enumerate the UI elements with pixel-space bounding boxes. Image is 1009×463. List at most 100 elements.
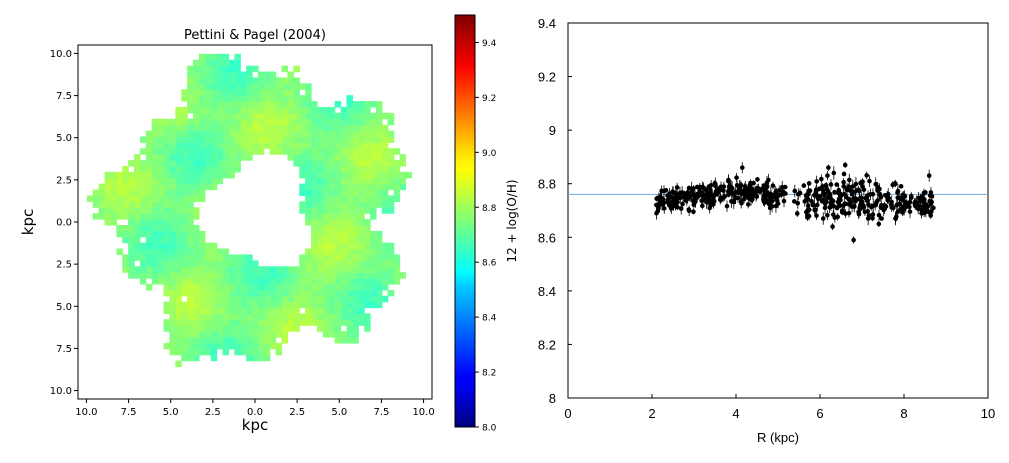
scatter-point — [772, 192, 777, 198]
scatter-point — [831, 170, 837, 176]
map-cell — [216, 331, 224, 338]
colorbar-tick-label: 8.2 — [482, 369, 496, 379]
map-cell — [257, 354, 265, 362]
map-cell — [305, 254, 312, 261]
map-cell — [234, 148, 241, 155]
map-cell — [299, 260, 306, 267]
map-cell — [128, 201, 135, 208]
map-cell — [257, 313, 265, 320]
scatter-point — [820, 184, 825, 189]
map-cell — [216, 148, 224, 155]
scatter-point — [766, 177, 771, 183]
map-cell — [193, 325, 200, 332]
map-cell — [204, 319, 212, 326]
map-cell — [269, 295, 277, 303]
map-cell — [98, 213, 106, 220]
map-cell — [358, 260, 365, 267]
map-cell — [169, 313, 176, 320]
scatter-point — [734, 175, 739, 180]
map-cell — [181, 337, 188, 344]
map-cell — [281, 124, 289, 132]
map-cell — [275, 142, 283, 149]
map-cell — [198, 112, 206, 120]
map-cell — [299, 278, 306, 285]
map-cell — [169, 242, 176, 250]
map-cell — [187, 272, 194, 279]
map-cell — [210, 112, 218, 120]
map-cell — [234, 118, 241, 126]
map-cell — [352, 142, 359, 149]
map-cell — [299, 301, 306, 309]
map-cell — [92, 201, 100, 208]
map-cell — [257, 331, 265, 338]
scatter-point — [805, 196, 811, 202]
map-cell — [228, 171, 235, 179]
map-y-tick-label: 10.0 — [50, 49, 72, 60]
map-cell — [311, 183, 318, 191]
map-cell — [181, 283, 188, 291]
scatter-point — [828, 182, 834, 187]
map-cell — [157, 272, 165, 279]
map-cell — [175, 130, 182, 138]
map-cell — [352, 272, 359, 279]
map-cell — [222, 254, 230, 261]
map-cell — [257, 130, 265, 138]
map-cell — [252, 101, 259, 108]
map-cell — [252, 95, 259, 102]
map-cell — [375, 165, 383, 173]
map-cell — [193, 313, 200, 320]
map-cell — [187, 160, 194, 167]
map-cell — [234, 337, 241, 344]
map-cell — [169, 160, 176, 167]
map-cell — [234, 295, 241, 303]
map-cell — [334, 195, 342, 202]
map-cell — [157, 195, 165, 202]
map-cell — [216, 325, 224, 332]
map-cell — [175, 230, 182, 238]
map-cell — [252, 354, 259, 362]
map-cell — [240, 313, 247, 320]
map-cell — [322, 301, 330, 309]
map-cell — [381, 183, 389, 191]
map-cell — [234, 325, 241, 332]
map-cell — [193, 207, 200, 214]
scatter-point — [815, 196, 821, 202]
map-cell — [134, 201, 141, 208]
map-cell — [358, 106, 365, 114]
map-cell — [281, 142, 289, 149]
scatter-point — [923, 209, 929, 214]
scatter-point — [825, 212, 830, 218]
map-cell — [346, 301, 353, 309]
map-cell — [364, 325, 371, 332]
scatter-point — [841, 184, 847, 189]
scatter-point — [792, 188, 798, 194]
map-cell — [216, 124, 224, 132]
map-cell — [169, 142, 176, 149]
map-cell — [169, 254, 176, 261]
map-cell — [263, 342, 271, 350]
map-cell — [257, 89, 265, 96]
map-cell — [228, 301, 235, 309]
map-cell — [375, 301, 383, 309]
map-cell — [322, 325, 330, 332]
map-cell — [175, 236, 182, 244]
map-cell — [157, 219, 165, 226]
scatter-point — [925, 204, 931, 209]
map-cell — [316, 106, 324, 114]
map-cell — [187, 289, 194, 297]
map-title: Pettini & Pagel (2004) — [184, 28, 326, 43]
map-cell — [228, 154, 235, 161]
scatter-x-tick-label: 0 — [564, 406, 571, 421]
map-cell — [257, 112, 265, 120]
map-cell — [263, 313, 271, 320]
map-cell — [316, 230, 324, 238]
scatter-point — [834, 205, 840, 211]
scatter-point — [928, 190, 934, 195]
map-cell — [263, 295, 271, 303]
map-cell — [352, 337, 359, 344]
map-cell — [328, 148, 336, 155]
map-cell — [222, 136, 230, 143]
map-cell — [151, 254, 159, 261]
map-cell — [222, 106, 230, 114]
map-cell — [340, 154, 348, 161]
